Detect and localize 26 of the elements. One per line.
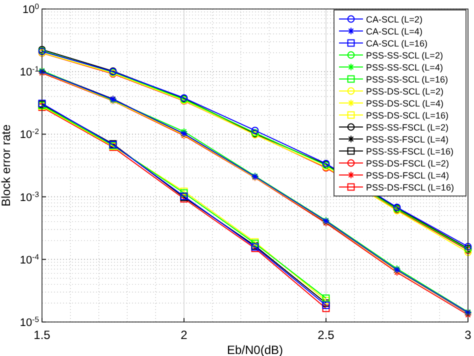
y-tick-label: 10$^{-2}$ bbox=[20, 126, 39, 142]
legend-label: CA-SCL (L=2) bbox=[366, 14, 422, 24]
y-tick-label: 10$^{0}$ bbox=[22, 2, 39, 16]
x-tick-label: 2.5 bbox=[318, 328, 335, 342]
legend-label: CA-SCL (L=16) bbox=[366, 38, 428, 48]
legend-label: PSS-DS-FSCL (L=2) bbox=[366, 158, 449, 168]
legend-label: PSS-DS-SCL (L=4) bbox=[366, 98, 444, 108]
y-axis-title: Block error rate bbox=[0, 124, 13, 207]
legend-label: PSS-DS-FSCL (L=16) bbox=[366, 182, 454, 192]
y-tick-label: 10$^{-3}$ bbox=[20, 189, 39, 204]
legend-label: PSS-DS-SCL (L=16) bbox=[366, 110, 448, 120]
legend-label: PSS-DS-SCL (L=2) bbox=[366, 86, 444, 96]
y-tick-label: 10$^{-5}$ bbox=[20, 314, 39, 329]
legend-label: PSS-SS-SCL (L=16) bbox=[366, 74, 448, 84]
legend-label: PSS-SS-FSCL (L=4) bbox=[366, 134, 448, 144]
x-tick-label: 3 bbox=[464, 328, 472, 342]
y-tick-label: 10$^{-4}$ bbox=[20, 252, 40, 266]
legend-label: PSS-SS-FSCL (L=16) bbox=[366, 146, 454, 156]
legend-label: PSS-SS-SCL (L=4) bbox=[366, 62, 443, 72]
x-tick-label: 2 bbox=[180, 328, 188, 342]
legend-label: PSS-SS-FSCL (L=2) bbox=[366, 122, 448, 132]
legend-label: PSS-DS-FSCL (L=4) bbox=[366, 170, 449, 180]
legend-label: PSS-SS-SCL (L=2) bbox=[366, 50, 443, 60]
legend-label: CA-SCL (L=4) bbox=[366, 26, 422, 36]
y-tick-label: 10$^{-1}$ bbox=[20, 64, 39, 79]
x-tick-label: 1.5 bbox=[34, 328, 51, 342]
